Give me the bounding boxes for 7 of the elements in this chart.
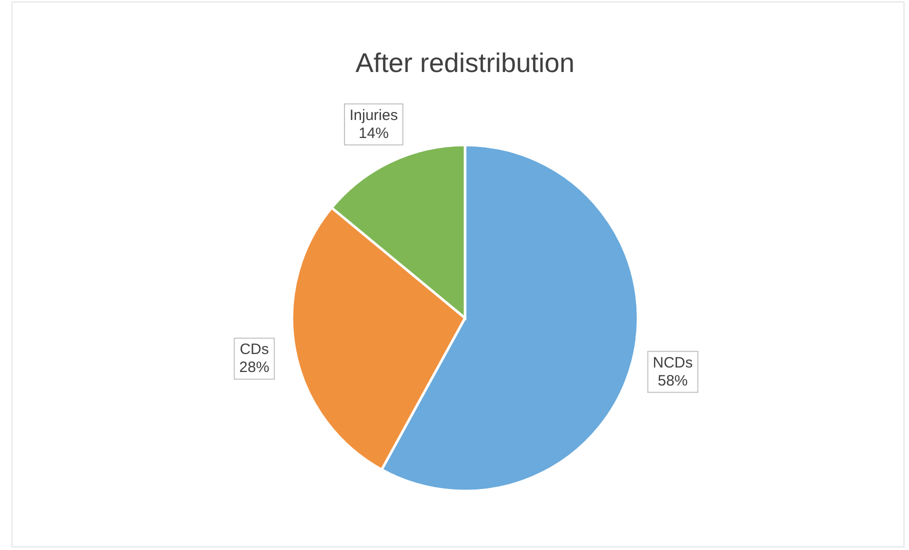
slice-label: CDs xyxy=(240,341,269,358)
data-label: 28% xyxy=(239,359,270,376)
data-label: 14% xyxy=(358,124,389,142)
chart-title: After redistribution xyxy=(355,48,575,78)
data-label: 58% xyxy=(658,372,688,390)
slice-label: Injuries xyxy=(349,106,398,124)
slice-label: NCDs xyxy=(652,354,693,372)
